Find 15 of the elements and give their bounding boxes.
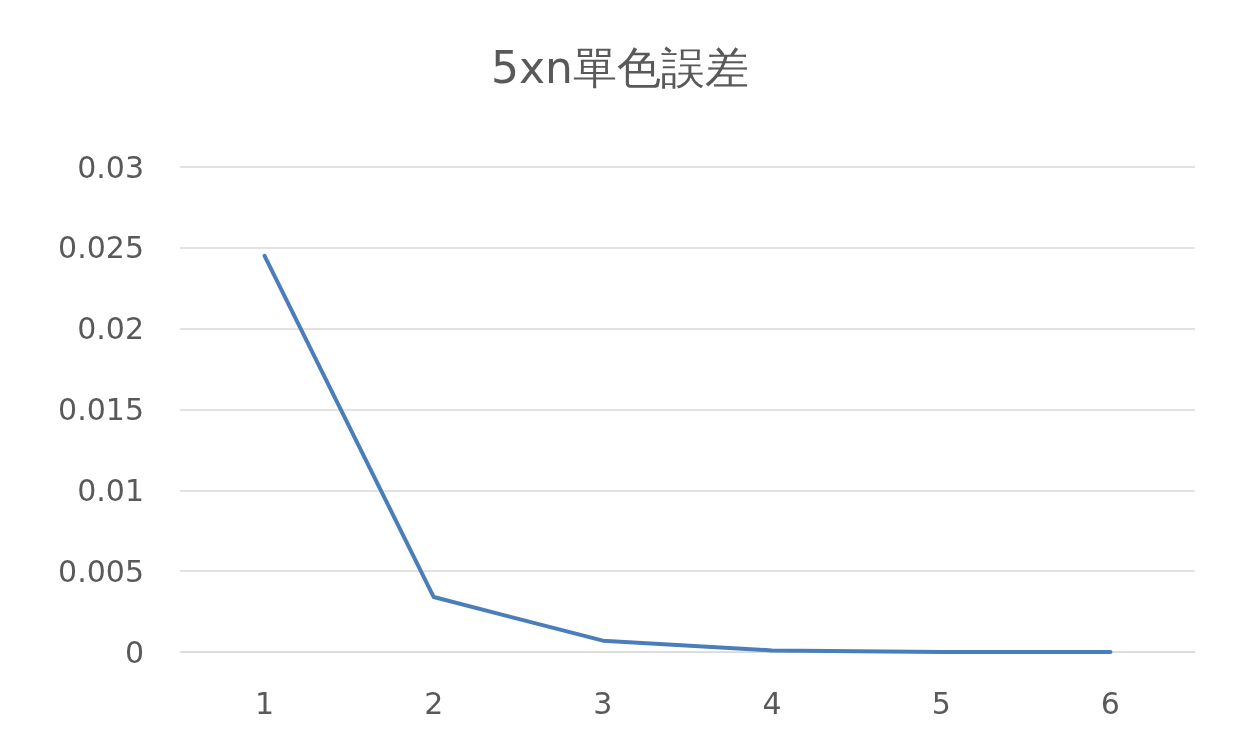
y-tick-label: 0.005: [58, 553, 144, 589]
x-tick-label: 3: [593, 685, 613, 721]
x-tick-label: 6: [1100, 685, 1120, 721]
y-tick-label: 0.03: [77, 149, 144, 185]
y-tick-label: 0: [124, 634, 144, 670]
x-tick-label: 4: [762, 685, 782, 721]
line-series: [262, 253, 1113, 654]
y-tick-label: 0.01: [77, 472, 144, 508]
x-tick-label: 1: [255, 685, 275, 721]
y-tick-label: 0.015: [58, 392, 144, 427]
x-tick-label: 2: [424, 685, 444, 721]
y-tick-label: 0.025: [58, 230, 144, 266]
y-tick-label: 0.02: [77, 311, 144, 347]
x-tick-label: 5: [931, 685, 951, 721]
chart-title: 5xn單色誤差: [491, 41, 749, 93]
